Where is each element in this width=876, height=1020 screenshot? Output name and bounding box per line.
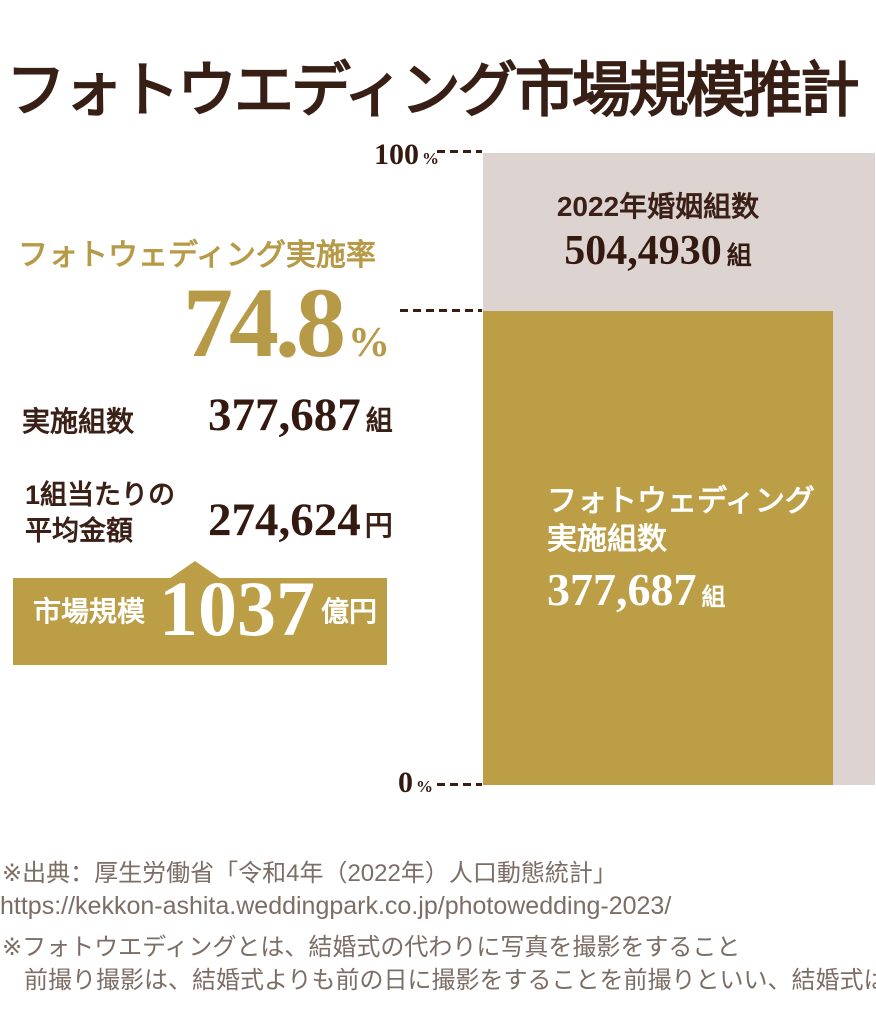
average-price-number: 274,624 [208, 494, 361, 546]
callout-pointer-triangle [169, 561, 221, 579]
rate-value: 74.8% [183, 273, 390, 373]
dashed-line-100 [437, 150, 482, 153]
market-size-unit: 億円 [321, 596, 378, 627]
marriage-bar-label: 2022年婚姻組数 504,4930 組 [483, 190, 833, 272]
footer-note-1: ※フォトウエディングとは、結婚式の代わりに写真を撮影をすること [2, 934, 741, 961]
marriage-count-unit: 組 [726, 242, 752, 270]
average-price-label-line2: 平均金額 [25, 516, 133, 546]
page-title: フォトウエディング市場規模推計 [6, 58, 860, 125]
axis-label-0: 0% [398, 768, 433, 798]
market-size-label: 市場規模 [33, 596, 146, 627]
count-label: 実施組数 [22, 406, 135, 437]
photo-count: 377,687 [547, 564, 697, 615]
axis-100-value: 100 [374, 138, 419, 171]
count-value: 377,687 組 [208, 392, 393, 439]
photo-wedding-bar [483, 311, 833, 785]
count-number: 377,687 [208, 389, 361, 441]
photo-bar-title-line1: フォトウェディング [547, 485, 815, 518]
photo-bar-title-line2: 実施組数 [547, 523, 667, 556]
axis-0-value: 0 [398, 766, 413, 799]
count-unit: 組 [365, 406, 393, 436]
footer-note-2: 前撮り撮影は、結婚式よりも前の日に撮影をすることを前撮りといい、結婚式は別で挙げ… [24, 967, 876, 994]
average-price-unit: 円 [364, 510, 393, 541]
dashed-line-748 [400, 309, 482, 312]
marriage-bar-value: 504,4930 組 [483, 230, 833, 272]
average-price-value: 274,624 円 [208, 497, 393, 544]
axis-label-100: 100% [374, 140, 439, 170]
market-size-box: 市場規模 1037 億円 [13, 570, 387, 665]
footer-url: https://kekkon-ashita.weddingpark.co.jp/… [0, 892, 672, 920]
photo-count-unit: 組 [701, 584, 726, 611]
rate-unit: % [348, 320, 390, 366]
rate-label: フォトウェディング実施率 [18, 239, 376, 272]
photo-bar-value: 377,687 組 [547, 567, 815, 613]
marriage-bar-title: 2022年婚姻組数 [556, 191, 760, 222]
average-price-label: 1組当たりの 平均金額 [25, 477, 175, 549]
market-size-number: 1037 [159, 565, 316, 652]
marriage-count: 504,4930 [564, 228, 722, 274]
rate-number: 74.8 [183, 267, 346, 378]
axis-100-unit: % [422, 149, 439, 168]
dashed-line-0 [437, 783, 482, 786]
average-price-label-line1: 1組当たりの [25, 480, 176, 510]
axis-0-unit: % [416, 777, 433, 796]
photo-bar-label: フォトウェディング 実施組数 377,687 組 [547, 483, 815, 613]
footer-source: ※出典：厚生労働省「令和4年（2022年）人口動態統計」 [2, 860, 617, 887]
